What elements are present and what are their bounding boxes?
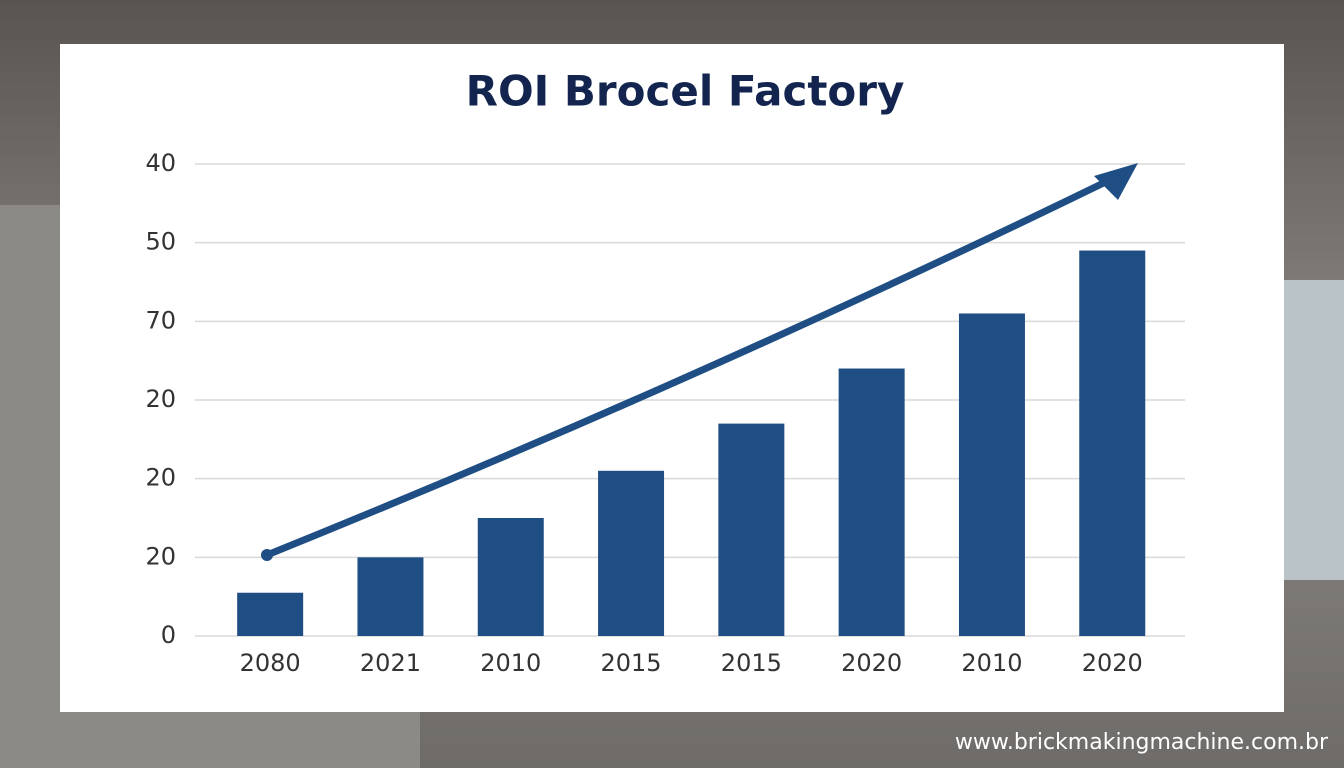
y-tick-label: 50 [145,228,176,256]
arrow-head [1094,163,1138,200]
watermark: www.brickmakingmachine.com.br [955,730,1329,755]
x-tick-label: 2010 [961,649,1022,677]
bar [718,423,785,636]
bar [838,368,905,636]
x-tick-label: 2020 [1082,649,1143,677]
y-tick-label: 20 [145,385,176,413]
bar [598,470,665,636]
y-tick-label: 20 [145,464,176,492]
x-tick-label: 2021 [360,649,421,677]
y-tick-label: 20 [145,542,176,570]
bar [237,592,304,636]
x-tick-label: 2080 [240,649,301,677]
bar [958,313,1025,636]
bricks [0,712,420,768]
arrow-start [261,549,273,561]
bar [477,518,544,636]
bar [357,557,424,636]
trend-arrow [265,171,1122,559]
y-tick-label: 40 [145,149,176,177]
bricks [0,205,60,768]
x-tick-label: 2015 [721,649,782,677]
x-tick-label: 2020 [841,649,902,677]
y-tick-label: 0 [161,621,176,649]
x-tick-label: 2015 [601,649,662,677]
window [1284,280,1344,580]
x-tick-label: 2010 [480,649,541,677]
bar [1079,250,1146,637]
chart-title: ROI Brocel Factory [466,67,905,116]
y-tick-label: 70 [145,306,176,334]
